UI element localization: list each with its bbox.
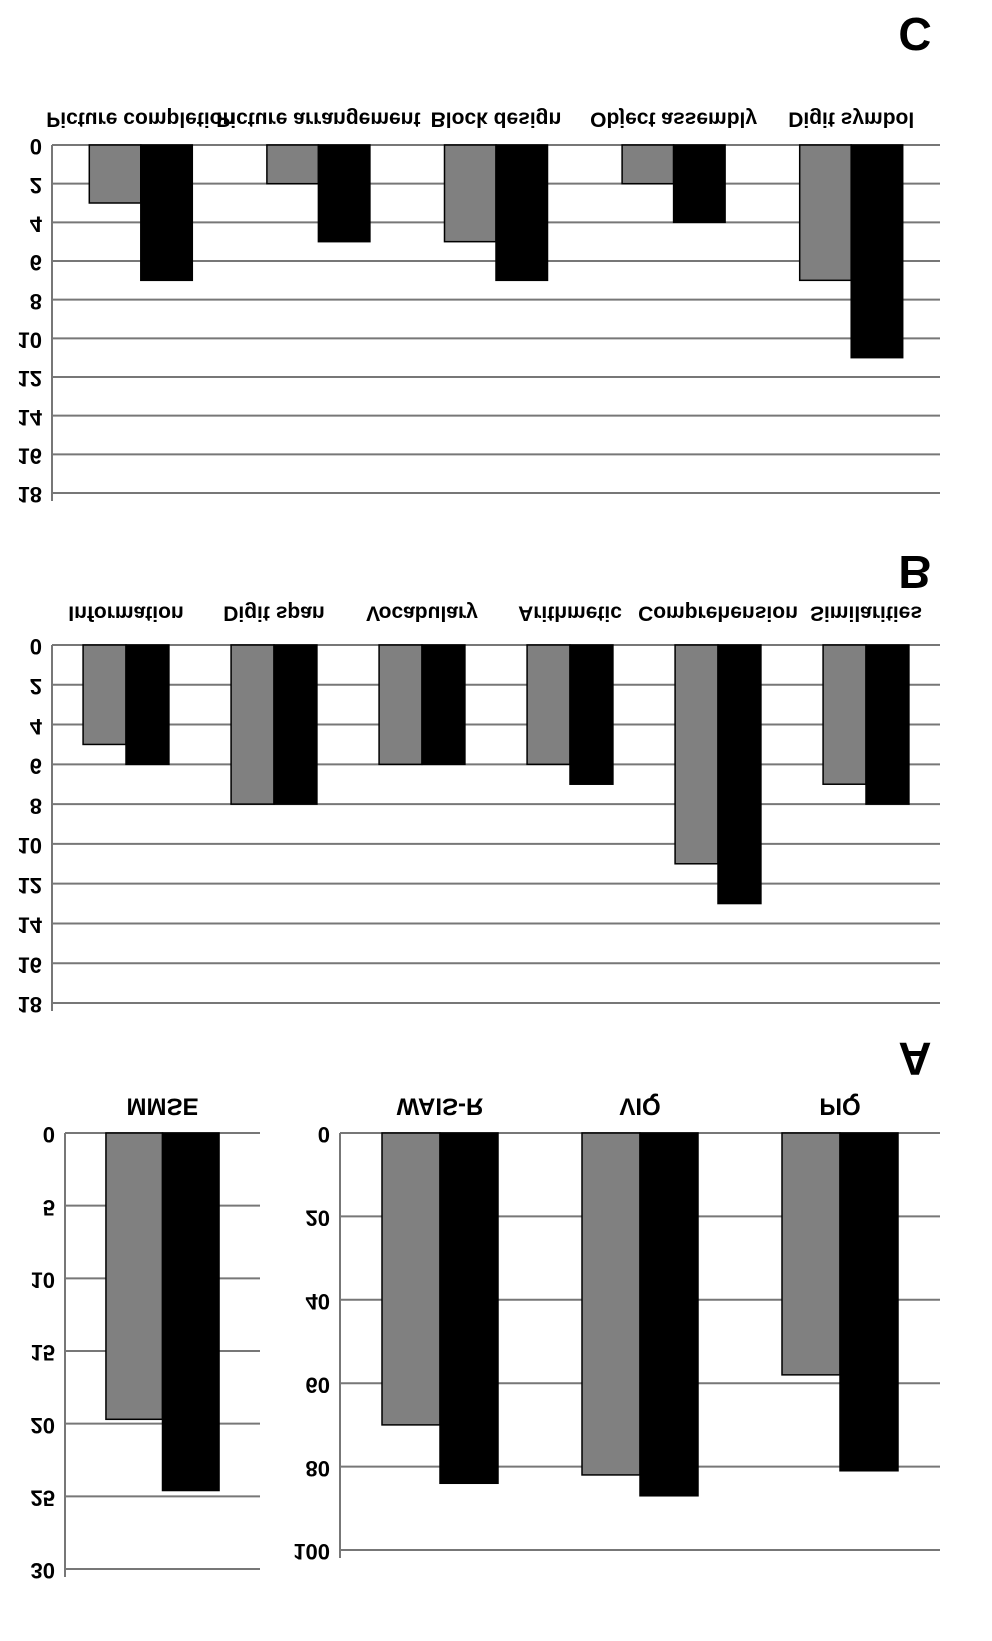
y-tick-label: 25	[31, 1486, 55, 1511]
y-tick-label: 6	[30, 754, 42, 779]
y-tick-label: 0	[30, 134, 42, 159]
bar	[621, 144, 675, 185]
y-tick-label: 5	[43, 1195, 55, 1220]
y-tick-label: 15	[31, 1340, 55, 1365]
x-tick-label: Vocabulary	[366, 601, 478, 624]
y-tick-label: 20	[306, 1206, 330, 1231]
bar	[266, 144, 320, 185]
x-tick-label: Arithmetic	[518, 601, 622, 624]
y-tick-label: 0	[43, 1122, 55, 1147]
bar	[526, 644, 571, 766]
bar	[443, 144, 497, 243]
y-tick-label: 40	[306, 1289, 330, 1314]
y-tick-label: 0	[30, 634, 42, 659]
y-tick-label: 30	[31, 1558, 55, 1583]
y-tick-label: 60	[306, 1372, 330, 1397]
y-tick-label: 16	[18, 444, 42, 469]
x-tick-label: Picture completion	[46, 107, 235, 130]
y-tick-label: 20	[31, 1413, 55, 1438]
bar	[781, 1132, 841, 1376]
bar	[273, 644, 318, 805]
y-tick-label: 18	[18, 482, 42, 507]
x-tick-label: VIQ	[619, 1093, 660, 1120]
bar	[88, 144, 142, 204]
x-tick-label: Similarities	[810, 601, 922, 624]
bar	[421, 644, 466, 766]
y-tick-label: 14	[18, 405, 43, 430]
bar	[140, 144, 194, 282]
bar	[865, 644, 910, 805]
bar	[230, 644, 275, 805]
y-tick-label: 4	[30, 212, 43, 237]
y-tick-label: 2	[30, 173, 42, 198]
bar	[82, 644, 127, 746]
y-tick-label: 10	[31, 1268, 55, 1293]
bar	[161, 1132, 220, 1492]
x-tick-label: Comprehension	[638, 601, 798, 624]
y-tick-label: 8	[30, 793, 42, 818]
y-tick-label: 80	[306, 1456, 330, 1481]
y-tick-label: 12	[18, 366, 42, 391]
y-tick-label: 18	[18, 992, 42, 1017]
y-tick-label: 2	[30, 674, 42, 699]
x-tick-label: Picture arrangement	[216, 107, 420, 130]
y-tick-label: 10	[18, 328, 42, 353]
bar	[850, 144, 904, 359]
bar	[798, 144, 852, 282]
x-tick-label: Information	[68, 601, 184, 624]
bar	[439, 1132, 499, 1485]
y-tick-label: 100	[293, 1539, 330, 1564]
y-tick-label: 16	[18, 952, 42, 977]
y-tick-label: 6	[30, 250, 42, 275]
x-tick-label: MMSE	[127, 1093, 199, 1120]
bar	[381, 1132, 441, 1426]
y-tick-label: 14	[18, 913, 43, 938]
x-tick-label: WAIS-R	[397, 1093, 484, 1120]
bar	[317, 144, 371, 243]
x-tick-label: Digit symbol	[788, 107, 914, 130]
x-tick-label: Digit span	[223, 601, 325, 624]
y-tick-label: 4	[30, 714, 43, 739]
x-tick-label: Block design	[431, 107, 562, 130]
bar	[569, 644, 614, 785]
panel-label: B	[898, 546, 931, 598]
x-tick-label: PIQ	[819, 1093, 860, 1120]
bar	[839, 1132, 899, 1472]
bar	[495, 144, 549, 282]
y-tick-label: 10	[18, 833, 42, 858]
bar	[639, 1132, 699, 1497]
bar	[822, 644, 867, 785]
bar	[672, 144, 726, 224]
bar	[717, 644, 762, 905]
y-tick-label: 12	[18, 873, 42, 898]
panel-label: A	[898, 1033, 931, 1085]
bar	[105, 1132, 164, 1421]
bar	[674, 644, 719, 865]
x-tick-label: Object assembly	[590, 107, 757, 130]
bar	[125, 644, 170, 766]
bar	[581, 1132, 641, 1476]
y-tick-label: 0	[318, 1122, 330, 1147]
panel-label: C	[898, 8, 931, 60]
y-tick-label: 8	[30, 289, 42, 314]
bar	[378, 644, 423, 766]
